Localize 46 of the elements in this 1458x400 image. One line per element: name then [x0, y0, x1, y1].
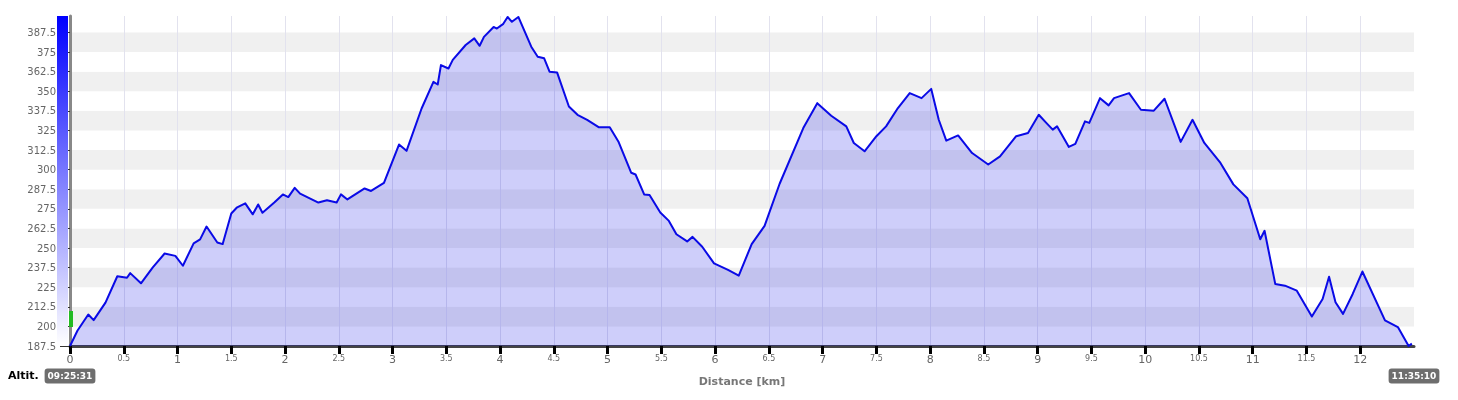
x-tick-label: 9: [1034, 353, 1042, 366]
y-tick-label: 250: [36, 242, 56, 254]
x-tick-label: 10.5: [1190, 353, 1208, 363]
y-tick-label: 337.5: [27, 105, 56, 117]
x-tick-label: 7.5: [870, 353, 883, 363]
x-tick-label: 7: [819, 353, 827, 366]
y-tick-label: 212.5: [27, 301, 56, 313]
y-tick-label: 325: [36, 124, 56, 136]
x-tick-label: 11.5: [1297, 353, 1316, 363]
x-tick-label: 1.5: [224, 353, 238, 363]
y-tick-label: 275: [36, 203, 56, 215]
y-tick-label: 300: [36, 164, 56, 176]
x-tick-label: 2: [281, 353, 289, 366]
y-tick-label: 287.5: [27, 183, 56, 195]
y-tick-label: 237.5: [27, 262, 56, 274]
y-tick-label: 225: [36, 281, 56, 293]
x-tick-label: 8: [926, 353, 934, 366]
y-tick-label: 312.5: [27, 144, 56, 156]
x-tick-label: 2.5: [332, 353, 346, 363]
x-tick-label: 0: [66, 353, 74, 366]
x-tick-label: 11: [1245, 353, 1260, 366]
y-tick-label: 362.5: [27, 66, 56, 78]
x-tick-label: 6: [711, 353, 719, 366]
y-tick-label: 200: [36, 320, 56, 332]
x-tick-label: 4.5: [547, 353, 561, 363]
y-tick-label: 187.5: [27, 340, 56, 352]
y-tick-label: 262.5: [27, 222, 56, 234]
y-tick-label: 387.5: [27, 26, 56, 38]
x-tick-label: 3: [389, 353, 397, 366]
x-tick-label: 4: [496, 353, 504, 366]
text: 11:35:10: [1391, 371, 1437, 381]
x-tick-label: 3.5: [439, 353, 453, 363]
y-axis-title: Altit.: [8, 369, 39, 382]
x-tick-label: 1: [174, 353, 182, 366]
text: 09:25:31: [47, 371, 93, 381]
x-tick-label: 5.5: [654, 353, 668, 363]
y-tick-label: 375: [36, 46, 56, 58]
x-tick-label: 0.5: [117, 353, 131, 363]
y-tick-label: 350: [36, 85, 56, 97]
x-tick-label: 6.5: [762, 353, 776, 363]
x-tick-label: 10: [1138, 353, 1153, 366]
x-tick-label: 8.5: [977, 353, 991, 363]
x-tick-label: 12: [1353, 353, 1368, 366]
x-tick-label: 9.5: [1085, 353, 1098, 363]
x-axis-title: Distance [km]: [698, 375, 786, 388]
x-tick-label: 5: [604, 353, 612, 366]
